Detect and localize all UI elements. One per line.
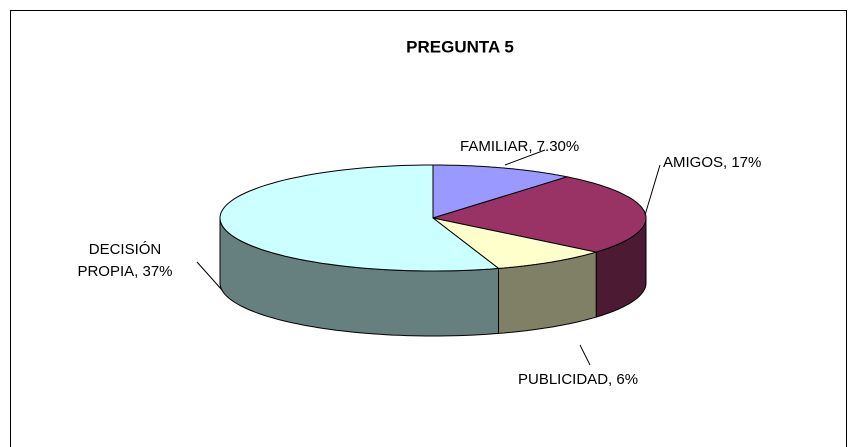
leader-line [196,261,223,291]
leader-line [579,344,591,366]
data-label: PUBLICIDAD, 6% [518,371,638,388]
slice [432,164,568,219]
leader-line [644,164,661,216]
slice [219,164,500,272]
data-label: DECISIÓN PROPIA, 37% [77,241,172,280]
slice [432,217,597,269]
data-label: FAMILIAR, 7.30% [460,138,579,155]
leader-line [504,149,546,166]
data-label: AMIGOS, 17% [663,154,761,171]
chart-title: PREGUNTA 5 [406,37,514,56]
slice [432,176,647,253]
